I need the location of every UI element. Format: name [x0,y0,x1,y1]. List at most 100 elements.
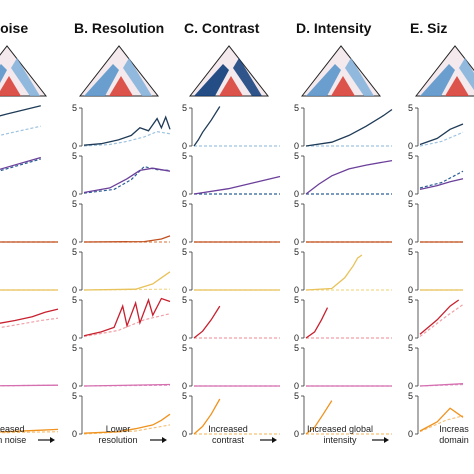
y-tick-label: 5 [408,151,413,161]
arrow-head [384,437,389,443]
panel: 05 [408,247,463,295]
y-tick-label: 0 [72,381,77,391]
dashed-series-line [419,170,464,189]
arrow-head [162,437,167,443]
panel [0,289,58,291]
y-tick-label: 0 [408,333,413,343]
column-title: D. Intensity [296,20,372,36]
y-tick-label: 0 [294,141,299,151]
xlabel-line: Increas [439,424,469,434]
y-tick-label: 0 [72,285,77,295]
panel: 05 [72,343,171,391]
panel: 05 [294,199,392,247]
heatmap-diagonal-red [219,76,243,96]
column-title: Noise [0,20,28,36]
y-tick-label: 0 [72,333,77,343]
solid-series-line [419,178,464,191]
column-title: E. Siz [410,20,447,36]
solid-series-line [0,156,41,170]
y-tick-label: 5 [182,103,187,113]
y-tick-label: 5 [182,247,187,257]
solid-series-line [419,383,464,387]
y-tick-label: 5 [72,343,77,353]
panel: 05 [182,247,280,295]
solid-series-line [83,235,171,243]
y-tick-label: 0 [182,333,187,343]
solid-series-line [193,106,221,147]
heatmap-diagonal-red [331,76,355,96]
xlabel-line: Increased global [307,424,373,434]
y-tick-label: 5 [294,247,299,257]
panel: 05 [408,391,464,439]
y-tick-label: 0 [182,285,187,295]
dashed-series-line [419,131,464,147]
y-tick-label: 0 [182,381,187,391]
y-tick-label: 0 [294,237,299,247]
dashed-series-line [83,313,171,338]
heatmap-domain-blue [0,64,7,83]
y-tick-label: 0 [182,237,187,247]
heatmap-diagonal-red [445,76,469,96]
panel: 05 [182,391,280,439]
column-xlabel: ncreasedsian noise [0,424,55,445]
panel: 05 [182,199,280,247]
panel: 05 [294,151,393,199]
y-tick-label: 5 [72,103,77,113]
dashed-series-line [0,431,59,434]
y-tick-label: 5 [72,247,77,257]
heatmap-domain-blue [11,58,40,96]
panel: 05 [72,391,171,439]
y-tick-label: 5 [182,391,187,401]
y-tick-label: 0 [294,285,299,295]
dashed-series-line [0,317,59,329]
solid-series-line [193,175,281,195]
y-tick-label: 5 [294,199,299,209]
panel: 05 [182,343,280,391]
y-tick-label: 5 [182,295,187,305]
solid-series-line [305,254,363,291]
y-tick-label: 0 [408,189,413,199]
solid-series-line [83,167,171,194]
solid-series-line [193,305,221,339]
hic-heatmap [414,45,474,97]
heatmap-domain-blue [233,58,262,96]
heatmap-domain-blue [345,58,374,96]
heatmap-domain-blue [84,64,119,96]
panel: 05 [72,151,171,199]
solid-series-line [305,159,393,195]
heatmap-diagonal-red [109,76,133,96]
xlabel-line: Increased [208,424,248,434]
panel [0,428,59,434]
y-tick-label: 0 [294,189,299,199]
y-tick-label: 5 [294,295,299,305]
dashed-series-line [83,130,171,147]
column-title: C. Contrast [184,20,260,36]
y-tick-label: 0 [408,141,413,151]
y-tick-label: 5 [72,199,77,209]
y-tick-label: 0 [408,237,413,247]
dashed-series-line [419,304,464,337]
panel: 05 [294,103,393,151]
y-tick-label: 0 [294,429,299,439]
y-tick-label: 5 [408,199,413,209]
solid-series-line [0,428,59,433]
panel [0,308,59,329]
y-tick-label: 0 [182,429,187,439]
y-tick-label: 0 [294,333,299,343]
xlabel-line: intensity [323,435,357,445]
y-tick-label: 0 [182,141,187,151]
panel [0,156,41,172]
solid-series-line [83,413,171,434]
solid-series-line [419,407,464,432]
y-tick-label: 0 [72,429,77,439]
y-tick-label: 0 [72,237,77,247]
solid-series-line [305,108,393,147]
y-tick-label: 5 [408,247,413,257]
panel: 05 [408,151,464,199]
xlabel-line: domain [439,435,469,445]
y-tick-label: 5 [408,103,413,113]
solid-series-line [0,105,41,117]
